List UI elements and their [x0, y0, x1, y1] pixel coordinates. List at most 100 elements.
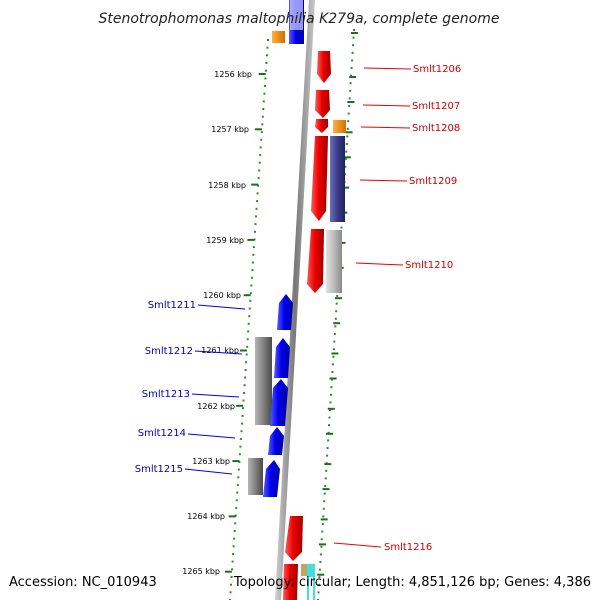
scale-tick-left	[239, 349, 247, 352]
track-dot	[322, 515, 325, 518]
grey-feature-smlt1210	[326, 230, 342, 293]
track-dot	[234, 522, 237, 525]
tick-label-1259: 1259 kbp	[206, 236, 244, 245]
track-dot	[350, 74, 353, 77]
gene-label-smlt1214: Smlt1214	[138, 428, 186, 439]
gene-arrow-smlt1215	[263, 460, 280, 497]
scale-tick-minor	[333, 322, 341, 325]
track-dot	[326, 454, 329, 457]
track-dot	[321, 523, 324, 525]
grey-feature-smlt1212	[255, 337, 272, 425]
gene-arrow-smlt1212	[274, 338, 290, 378]
track-dot	[256, 192, 259, 195]
gene-arrow-bottom-partial	[283, 564, 298, 600]
track-dot	[253, 238, 256, 241]
track-dot	[333, 340, 336, 343]
track-dot	[239, 445, 242, 448]
track-dot	[263, 92, 266, 95]
track-dot	[330, 393, 332, 396]
track-dot	[347, 112, 350, 115]
gene-label-smlt1206: Smlt1206	[413, 64, 461, 75]
gene-label-smlt1215: Smlt1215	[135, 464, 183, 475]
track-dot	[265, 62, 268, 64]
track-dot	[346, 135, 349, 138]
track-dot	[252, 253, 255, 256]
track-dot	[330, 378, 333, 381]
track-dot	[264, 77, 267, 80]
track-dot	[345, 143, 348, 145]
track-dot	[230, 583, 232, 586]
track-dot	[318, 576, 321, 579]
tick-label-1262: 1262 kbp	[197, 402, 235, 411]
track-dot	[334, 325, 337, 328]
genome-backbone	[275, 0, 315, 600]
leader-line-smlt1207	[362, 104, 411, 107]
track-dot	[249, 299, 252, 302]
track-dot	[239, 437, 242, 440]
track-dot	[336, 295, 339, 297]
track-dot	[250, 276, 253, 279]
track-dot	[348, 105, 351, 107]
scale-tick-right	[331, 352, 339, 355]
top-partial-features	[272, 0, 304, 44]
scale-tick-minor	[329, 377, 337, 380]
accession-text: Accession: NC_010943	[9, 575, 157, 590]
track-dot	[335, 302, 338, 305]
track-dot	[320, 545, 323, 548]
track-dot	[248, 307, 251, 310]
navy-feature-smlt1209	[330, 136, 345, 222]
track-dot	[254, 223, 257, 226]
gene-arrow-smlt1214	[268, 427, 284, 455]
track-dot	[260, 138, 263, 141]
track-dot	[353, 29, 355, 31]
orange-feature-smlt1208	[333, 120, 346, 133]
scale-tick-right	[317, 573, 325, 576]
gene-label-smlt1209: Smlt1209	[409, 176, 457, 187]
track-dot	[252, 246, 255, 249]
track-dot	[242, 399, 245, 402]
track-dot	[236, 491, 239, 494]
track-dot	[346, 127, 349, 130]
tick-label-1263: 1263 kbp	[192, 457, 230, 466]
track-dot	[237, 468, 240, 471]
track-dot	[251, 261, 254, 264]
track-dot	[246, 338, 249, 341]
scale-tick-right	[320, 518, 328, 521]
scale-tick-left	[232, 460, 240, 463]
scale-tick-minor	[347, 101, 355, 103]
tick-label-1265: 1265 kbp	[182, 567, 220, 576]
gene-arrow-smlt1206	[317, 51, 331, 83]
track-dot	[351, 51, 354, 54]
track-dot	[318, 568, 321, 571]
track-dot	[262, 100, 265, 103]
track-dot	[237, 476, 240, 479]
leader-line-smlt1206	[363, 67, 412, 70]
scale-tick-left	[251, 183, 259, 186]
scale-tick-minor	[343, 156, 351, 159]
scale-tick-right	[324, 463, 332, 466]
leader-line-smlt1212	[194, 350, 243, 355]
track-dot	[330, 386, 333, 389]
leader-line-smlt1211	[197, 304, 246, 310]
track-dot	[324, 477, 327, 480]
track-dot	[254, 230, 256, 233]
track-dot	[243, 391, 246, 394]
track-dot	[244, 368, 247, 371]
forward-strand-genes	[283, 51, 346, 600]
track-dot	[235, 506, 238, 509]
track-dot	[247, 322, 250, 325]
track-dot	[264, 69, 267, 72]
track-dot	[241, 414, 244, 417]
track-dot	[232, 553, 235, 555]
scale-tick-minor	[351, 32, 358, 34]
track-dot	[240, 430, 243, 433]
track-dot	[331, 363, 334, 366]
track-dot	[251, 269, 254, 272]
scale-tick-left	[236, 404, 244, 407]
track-dot	[325, 469, 328, 472]
topology-text: Topology: circular; Length: 4,851,126 bp…	[233, 575, 591, 590]
track-dot	[345, 150, 348, 153]
track-dot	[257, 177, 260, 180]
track-dot	[258, 169, 261, 172]
